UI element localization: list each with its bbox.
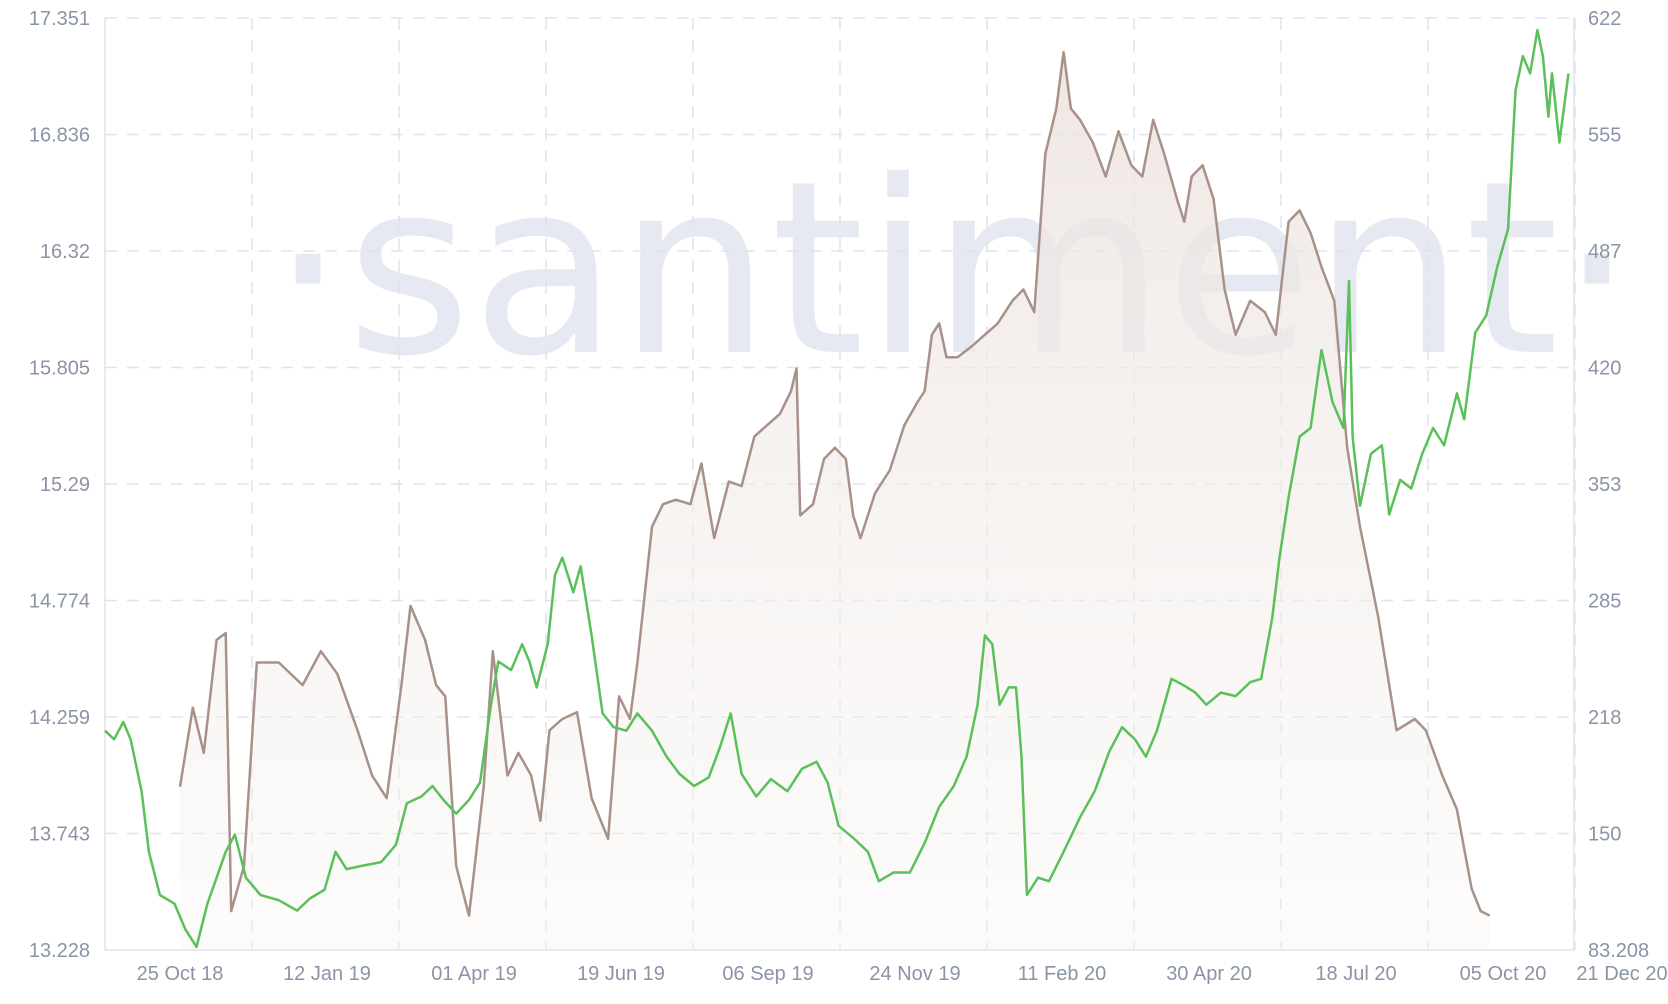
- y-right-tick-label: 218: [1588, 707, 1621, 729]
- y-left-tick-label: 15.29: [40, 474, 90, 496]
- x-tick-label: 21 Dec 20: [1576, 963, 1667, 985]
- x-tick-label: 06 Sep 19: [722, 963, 813, 985]
- x-tick-label: 05 Oct 20: [1460, 963, 1547, 985]
- y-left-tick-label: 15.805: [29, 358, 90, 380]
- y-left-tick-label: 16.836: [29, 125, 90, 147]
- x-tick-label: 12 Jan 19: [283, 963, 371, 985]
- x-tick-label: 30 Apr 20: [1166, 963, 1252, 985]
- y-left-tick-label: 17.351: [29, 8, 90, 30]
- y-left-tick-label: 16.32: [40, 241, 90, 263]
- y-right-tick-label: 420: [1588, 358, 1621, 380]
- y-left-tick-label: 14.259: [29, 707, 90, 729]
- x-tick-label: 19 Jun 19: [577, 963, 665, 985]
- y-right-tick-label: 555: [1588, 125, 1621, 147]
- x-tick-label: 01 Apr 19: [431, 963, 517, 985]
- series-line-left-axis: [178, 50, 1491, 917]
- x-tick-label: 25 Oct 18: [137, 963, 224, 985]
- y-right-tick-label: 487: [1588, 241, 1621, 263]
- x-tick-label: 11 Feb 20: [1018, 963, 1107, 985]
- y-right-tick-label: 353: [1588, 474, 1621, 496]
- tick-labels: 13.228 83.208 13.743 150 14.259 218 14.774 285 1…: [29, 8, 1668, 985]
- x-tick-label: 24 Nov 19: [869, 963, 960, 985]
- series-line-right-axis: [104, 28, 1570, 949]
- series-layer: [104, 28, 1570, 951]
- y-right-tick-label: 622: [1588, 8, 1621, 30]
- y-left-tick-label: 13.228: [29, 940, 90, 962]
- y-left-tick-label: 13.743: [29, 824, 90, 846]
- x-tick-label: 18 Jul 20: [1315, 963, 1396, 985]
- y-left-tick-label: 14.774: [29, 591, 90, 613]
- y-right-tick-label: 150: [1588, 824, 1621, 846]
- y-right-tick-label: 83.208: [1588, 940, 1649, 962]
- y-right-tick-label: 285: [1588, 591, 1621, 613]
- series-area-fill: [180, 52, 1490, 951]
